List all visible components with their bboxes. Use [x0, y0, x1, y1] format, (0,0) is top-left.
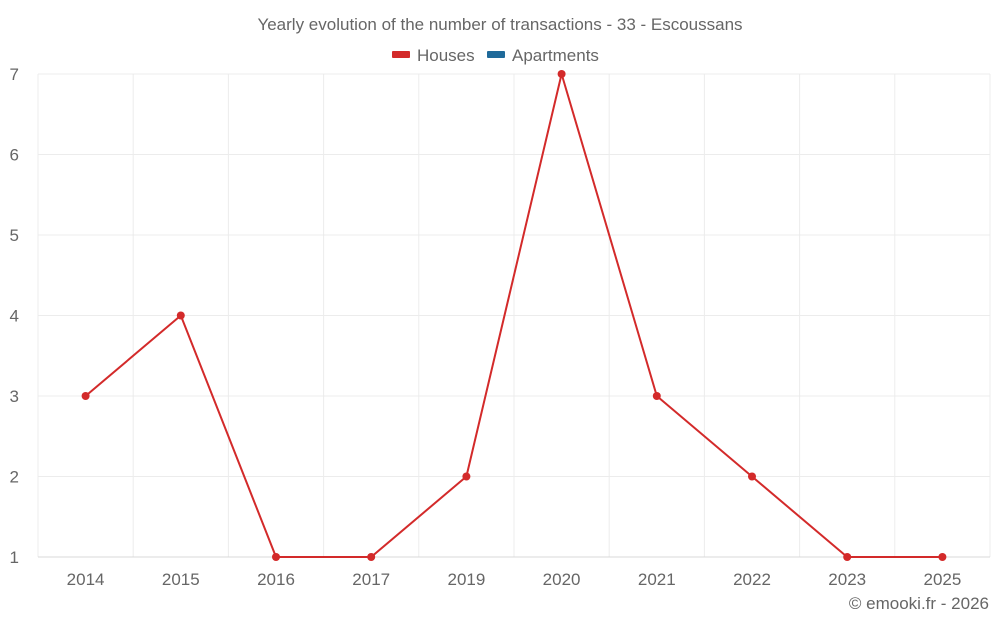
data-point-houses[interactable] [557, 70, 566, 78]
data-point-houses[interactable] [367, 553, 376, 561]
y-tick-label: 7 [10, 65, 19, 84]
data-point-houses[interactable] [176, 311, 185, 320]
x-tick-label: 2017 [352, 570, 390, 589]
data-point-houses[interactable] [462, 472, 471, 481]
x-tick-label: 2025 [923, 570, 961, 589]
legend-label-houses: Houses [417, 46, 475, 65]
legend-label-apartments: Apartments [512, 46, 599, 65]
x-tick-label: 2022 [733, 570, 771, 589]
x-tick-label: 2014 [67, 570, 105, 589]
credit-text: © emooki.fr - 2026 [849, 594, 989, 613]
x-tick-label: 2021 [638, 570, 676, 589]
data-point-houses[interactable] [843, 553, 852, 561]
y-tick-label: 5 [10, 226, 19, 245]
data-point-houses[interactable] [652, 392, 661, 400]
x-tick-label: 2015 [162, 570, 200, 589]
series-lines [84, 73, 943, 558]
data-point-houses[interactable] [272, 553, 280, 561]
x-tick-label: 2020 [543, 570, 581, 589]
y-tick-label: 1 [10, 548, 19, 567]
y-axis-ticks: 1 2 3 4 5 6 7 [10, 65, 19, 567]
legend-swatch-apartments [487, 51, 505, 58]
data-point-houses[interactable] [938, 553, 947, 561]
series-line-houses [84, 73, 943, 558]
data-point-houses[interactable] [748, 472, 756, 481]
x-tick-label: 2019 [447, 570, 485, 589]
y-tick-label: 6 [10, 146, 19, 165]
chart-title: Yearly evolution of the number of transa… [257, 15, 742, 34]
legend-item-houses[interactable]: Houses [392, 46, 475, 65]
data-point-houses[interactable] [81, 392, 90, 400]
x-tick-label: 2023 [828, 570, 866, 589]
legend-swatch-houses [392, 51, 410, 58]
y-tick-label: 2 [10, 468, 19, 487]
x-tick-label: 2016 [257, 570, 295, 589]
legend: Houses Apartments [392, 46, 599, 65]
x-axis-ticks: 2014 2015 2016 2017 2019 2020 2021 2022 2023 2025 [67, 570, 962, 589]
x-gridlines [37, 74, 991, 557]
series-points [81, 70, 947, 561]
y-tick-label: 3 [10, 387, 19, 406]
y-tick-label: 4 [10, 307, 19, 326]
legend-item-apartments[interactable]: Apartments [487, 46, 599, 65]
